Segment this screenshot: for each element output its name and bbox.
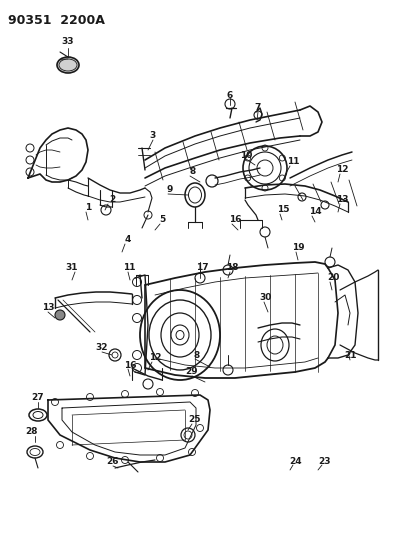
Text: 11: 11: [286, 157, 298, 166]
Text: 24: 24: [289, 457, 302, 466]
Text: 4: 4: [124, 236, 131, 245]
Text: 12: 12: [148, 353, 161, 362]
Text: 3: 3: [149, 131, 156, 140]
Text: 16: 16: [124, 360, 136, 369]
Text: 14: 14: [308, 207, 320, 216]
Ellipse shape: [57, 57, 79, 73]
Text: 30: 30: [259, 294, 271, 303]
Text: 2: 2: [109, 196, 115, 205]
Text: 18: 18: [225, 263, 238, 272]
Text: 6: 6: [226, 91, 232, 100]
Text: 17: 17: [195, 263, 208, 272]
Text: 12: 12: [335, 166, 347, 174]
Text: 13: 13: [42, 303, 54, 312]
Text: 25: 25: [188, 416, 201, 424]
Text: 11: 11: [122, 263, 135, 272]
Text: 29: 29: [185, 367, 198, 376]
Text: 7: 7: [254, 103, 260, 112]
Text: 23: 23: [318, 457, 330, 466]
Text: 31: 31: [66, 263, 78, 272]
Text: 33: 33: [62, 37, 74, 46]
Text: 8: 8: [190, 167, 196, 176]
Text: 20: 20: [326, 273, 338, 282]
Text: 32: 32: [96, 343, 108, 352]
Text: 15: 15: [276, 206, 288, 214]
Text: 8: 8: [194, 351, 200, 359]
Text: 5: 5: [158, 215, 165, 224]
Text: 27: 27: [32, 393, 44, 402]
Text: 9: 9: [166, 185, 173, 195]
Text: 16: 16: [228, 215, 241, 224]
Text: 1: 1: [85, 204, 91, 213]
Text: 26: 26: [107, 457, 119, 466]
Text: 19: 19: [291, 244, 304, 253]
Circle shape: [55, 310, 65, 320]
Text: 28: 28: [26, 427, 38, 437]
Text: 13: 13: [335, 196, 347, 205]
Text: 21: 21: [344, 351, 356, 359]
Text: 90351  2200A: 90351 2200A: [8, 14, 104, 27]
Text: 10: 10: [239, 150, 252, 159]
